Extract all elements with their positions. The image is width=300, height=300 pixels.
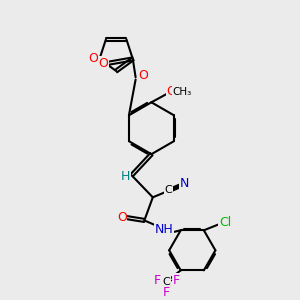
Text: CH₃: CH₃ <box>173 87 192 97</box>
Text: O: O <box>117 211 127 224</box>
Text: O: O <box>139 69 148 82</box>
Text: N: N <box>180 177 189 190</box>
Text: O: O <box>167 85 176 98</box>
Text: Cl: Cl <box>219 216 231 229</box>
Text: H: H <box>121 170 130 183</box>
Text: C: C <box>163 277 170 286</box>
Text: F: F <box>154 274 161 287</box>
Text: C: C <box>164 185 172 195</box>
Text: NH: NH <box>155 223 173 236</box>
Text: O: O <box>98 57 108 70</box>
Text: F: F <box>172 274 179 287</box>
Text: O: O <box>88 52 98 65</box>
Text: F: F <box>163 286 170 298</box>
